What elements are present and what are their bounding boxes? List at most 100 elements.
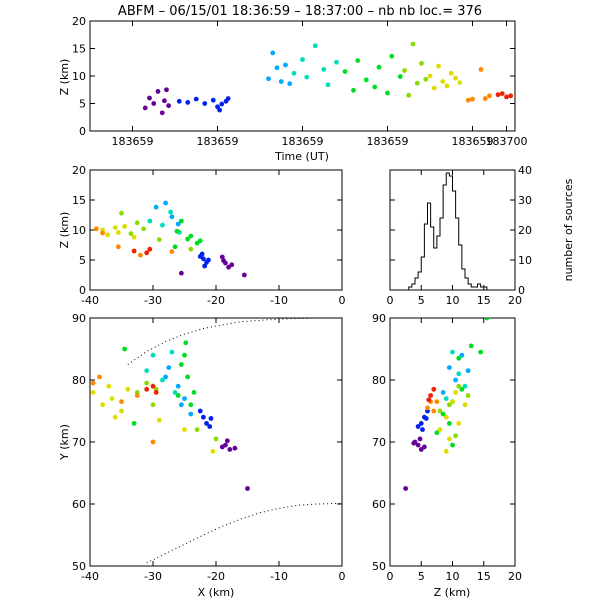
histogram-bar <box>431 227 434 290</box>
histogram-bar <box>424 224 427 290</box>
histogram-bar <box>428 203 431 290</box>
source-point <box>109 396 115 401</box>
y-tick-label: 50 <box>372 560 386 573</box>
source-point <box>197 238 203 244</box>
source-point <box>151 101 157 106</box>
source-point <box>122 346 128 352</box>
source-point <box>175 383 181 389</box>
source-point <box>202 263 208 269</box>
y-tick-label: 80 <box>72 374 86 387</box>
source-point <box>185 374 191 380</box>
source-point <box>210 448 216 454</box>
x-tick-label: 5 <box>418 570 425 583</box>
y-axis-label: Z (km) <box>58 59 71 96</box>
source-point <box>178 362 184 367</box>
source-point <box>178 270 184 276</box>
y-tick-label: 90 <box>372 312 386 325</box>
x-tick-label: 0 <box>339 570 346 583</box>
source-point <box>141 226 146 232</box>
source-point <box>144 368 150 374</box>
source-point <box>465 97 471 103</box>
source-point <box>150 439 156 445</box>
source-point <box>213 436 219 442</box>
source-point <box>115 244 121 250</box>
source-point <box>499 91 505 96</box>
x-tick-label: 20 <box>508 570 522 583</box>
source-point <box>183 340 189 346</box>
source-point <box>178 218 184 224</box>
source-point <box>415 424 421 429</box>
x-axis-label: Z (km) <box>434 586 471 599</box>
source-point <box>144 386 150 392</box>
histogram-bar <box>468 284 471 290</box>
title-end-time: 18:37:00 <box>305 4 363 19</box>
y-tick-label: 20 <box>72 164 86 177</box>
source-point <box>193 96 199 102</box>
source-point <box>119 210 124 216</box>
source-point <box>406 92 412 98</box>
source-point <box>423 76 429 82</box>
source-point <box>175 221 181 227</box>
x-tick-label: 0 <box>387 570 394 583</box>
y-axis-label: number of sources <box>562 178 575 281</box>
x-tick-label: -10 <box>270 570 288 583</box>
source-point <box>160 377 165 383</box>
source-point <box>389 53 395 59</box>
source-point <box>376 64 382 70</box>
source-point <box>300 57 305 62</box>
source-point <box>453 75 458 81</box>
source-point <box>325 82 331 88</box>
source-point <box>278 79 284 84</box>
source-point <box>210 97 216 103</box>
source-point <box>122 224 128 229</box>
source-point <box>437 427 443 432</box>
x-tick-label: 20 <box>508 294 522 307</box>
source-point <box>221 258 226 263</box>
histogram-bar <box>412 284 415 290</box>
source-point <box>456 371 462 377</box>
source-point <box>351 87 356 93</box>
source-point <box>138 252 143 258</box>
source-point <box>217 107 223 113</box>
source-point <box>436 63 441 69</box>
source-point <box>178 402 184 408</box>
source-point <box>182 427 187 432</box>
source-point <box>450 399 455 405</box>
source-point <box>161 98 167 104</box>
source-point <box>427 73 433 79</box>
source-point <box>403 486 409 491</box>
source-point <box>487 93 492 99</box>
y-axis-label: Z (km) <box>58 212 71 249</box>
y-tick-label: 70 <box>372 436 386 449</box>
source-point <box>147 246 153 252</box>
source-point <box>456 421 462 426</box>
source-point <box>150 352 156 358</box>
title-prefix: ABFM <box>118 4 155 19</box>
source-point <box>197 408 203 414</box>
source-point <box>410 41 416 47</box>
plot-frame <box>89 169 343 291</box>
source-point <box>440 79 446 84</box>
source-point <box>431 85 437 91</box>
histogram-bar <box>446 173 449 290</box>
histogram-bar <box>421 257 424 290</box>
x-tick-label: 183659 <box>112 135 154 148</box>
source-point <box>134 220 140 226</box>
source-point <box>459 352 465 358</box>
source-point <box>207 424 213 429</box>
source-point <box>176 98 182 104</box>
x-tick-label: -40 <box>81 294 99 307</box>
source-point <box>411 440 417 446</box>
source-point <box>156 417 162 423</box>
source-point <box>168 209 174 215</box>
source-point <box>443 414 449 420</box>
source-point <box>423 416 429 421</box>
y-tick-label: 60 <box>72 498 86 511</box>
y-tick-label: 0 <box>79 284 86 297</box>
source-point <box>462 402 468 408</box>
source-point <box>169 349 175 355</box>
source-point <box>172 390 178 395</box>
source-point <box>100 402 105 408</box>
